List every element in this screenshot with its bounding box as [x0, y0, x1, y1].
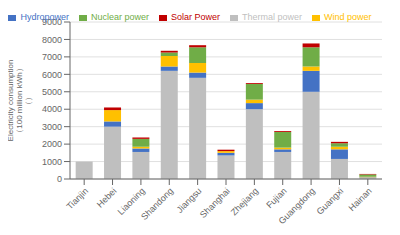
svg-text:1000: 1000: [42, 157, 62, 167]
svg-text:Shandong: Shandong: [139, 186, 175, 222]
svg-text:Hainan: Hainan: [347, 186, 374, 213]
svg-text:2000: 2000: [42, 139, 62, 149]
svg-text:Zhejiang: Zhejiang: [229, 186, 260, 217]
svg-text:9000: 9000: [42, 17, 62, 27]
svg-text:Fujian: Fujian: [264, 186, 288, 210]
svg-text:Hebei: Hebei: [95, 186, 119, 210]
svg-text:Electricity consumption（100 mi: Electricity consumption（100 million kWh）…: [8, 60, 33, 142]
svg-text:Shanghai: Shanghai: [198, 186, 232, 220]
svg-text:4000: 4000: [42, 104, 62, 114]
svg-text:6000: 6000: [42, 70, 62, 80]
svg-text:3000: 3000: [42, 122, 62, 132]
svg-text:7000: 7000: [42, 52, 62, 62]
svg-text:Tianjin: Tianjin: [65, 186, 91, 212]
svg-text:Guangxi: Guangxi: [315, 186, 346, 217]
svg-text:8000: 8000: [42, 35, 62, 45]
svg-text:0: 0: [57, 174, 62, 184]
svg-text:Guangdong: Guangdong: [277, 186, 317, 226]
svg-text:5000: 5000: [42, 87, 62, 97]
